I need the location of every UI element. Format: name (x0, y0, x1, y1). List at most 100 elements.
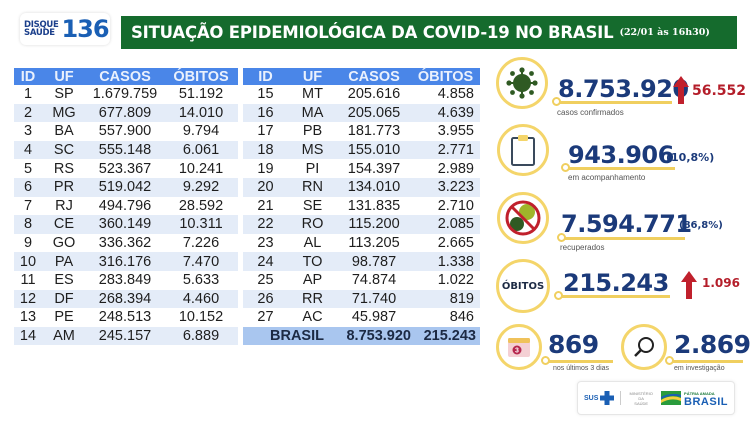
investigation-value: 2.869 (674, 330, 751, 359)
cell-uf: MG (52, 104, 76, 121)
table-row: 24 TO 98.787 1.338 (243, 252, 480, 271)
cell-id: 4 (23, 142, 33, 159)
update-date: (22/01 às 16h30) (619, 27, 710, 38)
cell-id: 2 (23, 104, 33, 121)
cell-obitos: 9.292 (182, 179, 220, 196)
cell-uf: TO (302, 253, 323, 270)
cell-casos: 98.787 (351, 253, 397, 270)
table-row: 21 SE 131.835 2.710 (243, 197, 480, 216)
cell-uf: MS (301, 142, 324, 159)
cell-casos: 205.065 (347, 104, 401, 121)
cell-uf: CE (53, 216, 75, 233)
col-id: ID (258, 68, 273, 85)
cell-casos: 523.367 (98, 160, 152, 177)
cell-obitos: 2.710 (437, 197, 474, 214)
table-row: 8 CE 360.149 10.311 (14, 215, 238, 234)
cell-casos: 360.149 (98, 216, 152, 233)
patria-amada-brasil-logo: PÁTRIA AMADA BRASIL (661, 390, 728, 408)
brazil-flag-icon (661, 391, 682, 405)
cell-uf: AC (302, 309, 323, 326)
cell-uf: SE (302, 197, 323, 214)
confirmed-caption: casos confirmados (557, 108, 624, 117)
col-obitos: ÓBITOS (173, 68, 229, 85)
cell-obitos: 10.152 (178, 309, 224, 326)
cell-id: 17 (257, 123, 274, 140)
confirmed-dot (552, 97, 561, 106)
table-row: 22 RO 115.200 2.085 (243, 215, 480, 234)
col-casos: CASOS (99, 68, 151, 85)
brasil-total-row: BRASIL 8.753.920 215.243 (243, 326, 480, 345)
states-table-right: ID UF CASOS ÓBITOS 15 MT 205.616 4.858 16 MA 2… (243, 68, 480, 345)
confirmed-underline (556, 101, 672, 104)
table-row: 15 MT 205.616 4.858 (243, 85, 480, 104)
last3days-dot (541, 356, 550, 365)
table-row: 20 RN 134.010 3.223 (243, 177, 480, 197)
investigation-dot (665, 356, 674, 365)
cell-id: 9 (23, 235, 33, 252)
states-table-left: ID UF CASOS ÓBITOS 1 SP 1.679.759 51.192 2 MG… (14, 68, 238, 346)
cell-casos: 336.362 (98, 235, 152, 252)
cell-obitos: 6.061 (182, 142, 220, 159)
cell-casos: 154.397 (347, 160, 401, 177)
table-row: 13 PE 248.513 10.152 (14, 308, 238, 327)
table-row: 4 SC 555.148 6.061 (14, 140, 238, 160)
cell-casos: 74.874 (351, 272, 397, 289)
no-virus-icon (497, 192, 549, 244)
table-row: 25 AP 74.874 1.022 (243, 271, 480, 290)
cell-obitos: 28.592 (178, 197, 224, 214)
table-row: 1 SP 1.679.759 51.192 (14, 85, 238, 104)
monitoring-underline (565, 167, 675, 170)
col-uf: UF (302, 68, 323, 85)
monitoring-pct: (10,8%) (666, 151, 715, 164)
cell-uf: DF (54, 290, 74, 307)
cell-casos: 134.010 (347, 179, 401, 196)
cell-id: 3 (23, 123, 33, 140)
divider (620, 391, 622, 405)
clipboard-icon (497, 124, 549, 176)
cell-id: 25 (257, 272, 274, 289)
table-row: 27 AC 45.987 846 (243, 308, 480, 327)
cell-uf: PI (305, 160, 320, 177)
table-row: 23 AL 113.205 2.665 (243, 234, 480, 253)
cell-obitos: 2.085 (437, 216, 474, 233)
cell-casos: 1.679.759 (92, 86, 158, 103)
cell-uf: AM (53, 328, 75, 345)
last3days-value: 869 (548, 330, 599, 359)
cell-uf: BA (54, 123, 74, 140)
deaths-underline (558, 295, 670, 298)
cell-casos: 45.987 (351, 309, 397, 326)
magnifier-icon (621, 324, 667, 370)
cell-id: 26 (257, 290, 274, 307)
cell-obitos: 2.771 (437, 142, 474, 159)
total-obitos: 215.243 (423, 327, 476, 344)
cell-id: 27 (257, 309, 274, 326)
cell-casos: 205.616 (347, 86, 401, 103)
cell-obitos: 51.192 (178, 86, 224, 103)
table-header: ID UF CASOS ÓBITOS (243, 68, 480, 85)
confirmed-value: 8.753.920 (558, 75, 689, 103)
cell-id: 12 (19, 290, 37, 307)
cell-uf: GO (52, 235, 76, 252)
cell-obitos: 3.223 (437, 179, 474, 196)
cell-casos: 245.157 (98, 328, 152, 345)
sus-cross-icon (600, 391, 615, 405)
cell-uf: RR (302, 290, 323, 307)
recovered-dot (557, 233, 566, 242)
disque-saude-136-logo: DISQUE SAÚDE 136 (20, 13, 110, 45)
col-casos: CASOS (348, 68, 400, 85)
cell-casos: 519.042 (98, 179, 152, 196)
cell-obitos: 10.241 (178, 160, 224, 177)
monitoring-caption: em acompanhamento (568, 173, 646, 182)
cell-uf: AL (303, 235, 322, 252)
cell-casos: 283.849 (98, 272, 152, 289)
table-row: 14 AM 245.157 6.889 (14, 326, 238, 346)
last3days-underline (545, 360, 613, 363)
arrow-up-icon (681, 271, 697, 299)
cell-id: 19 (257, 160, 274, 177)
cell-casos: 248.513 (98, 309, 152, 326)
cell-uf: PE (54, 309, 74, 326)
deaths-dot (554, 291, 563, 300)
last3days-caption: nos últimos 3 dias (553, 365, 610, 372)
cell-casos: 316.176 (98, 253, 152, 270)
monitoring-value: 943.906 (568, 141, 674, 169)
